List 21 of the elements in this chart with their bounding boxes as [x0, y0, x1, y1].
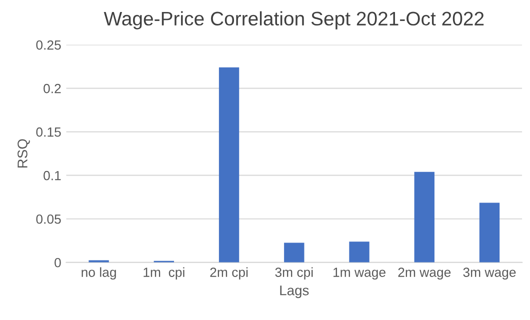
x-tick-label: 2m wage [398, 268, 451, 280]
bar [349, 242, 370, 262]
x-tick-label: 2m cpi [210, 267, 248, 280]
x-tick-label: no lag [82, 267, 116, 280]
x-axis-title: Lags [280, 286, 309, 298]
chart-title: Wage-Price Correlation Sept 2021-Oct 2022 [104, 11, 484, 30]
y-tick-label: 0.2 [44, 84, 61, 94]
x-tick-label: 1m cpi [144, 267, 184, 280]
x-tick-label: 3m cpi [275, 267, 313, 280]
bar [218, 67, 240, 262]
y-tick-label: 0.15 [36, 127, 61, 137]
bar [479, 202, 500, 262]
y-tick-label: 0.05 [36, 214, 61, 224]
x-tick-label: 3m wage [463, 268, 516, 280]
y-tick-label: 0 [54, 258, 61, 268]
y-tick-label: 0.1 [44, 170, 61, 180]
y-tick-label: 0.25 [36, 40, 61, 50]
bar [284, 242, 304, 262]
y-axis-title: RSQ [18, 139, 30, 168]
x-tick-label: 1m wage [334, 268, 386, 280]
bar [414, 172, 434, 262]
